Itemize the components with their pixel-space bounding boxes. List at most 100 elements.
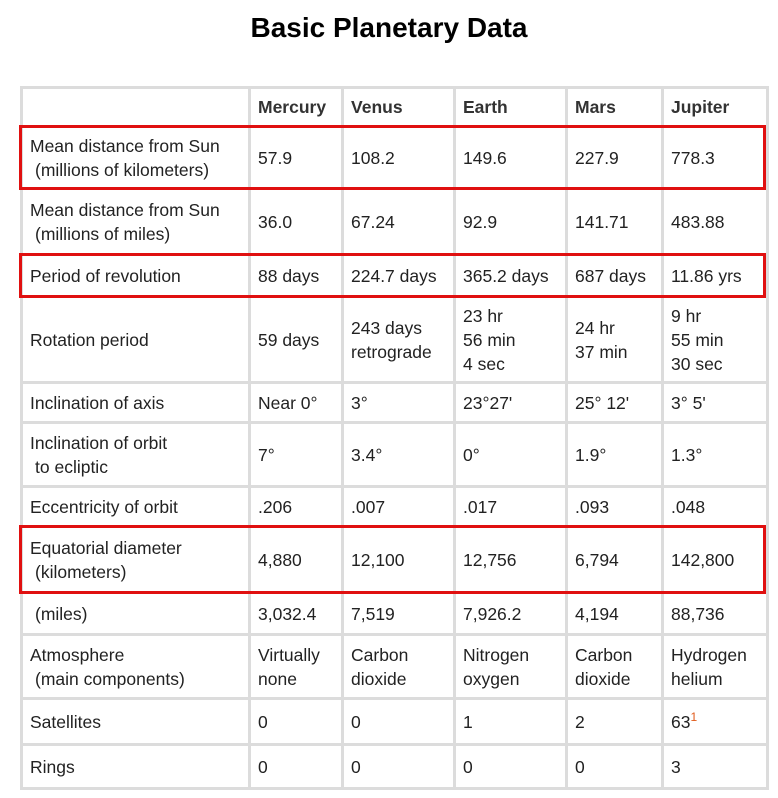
- cell-value: 0: [351, 711, 361, 732]
- table-cell: 3,032.4: [248, 591, 344, 636]
- cell-value: 4,194: [575, 603, 619, 624]
- row-label: Mean distance from Sun (millions of miles…: [20, 187, 251, 256]
- cell-value: 687 days: [575, 265, 647, 286]
- cell-value: helium: [671, 668, 723, 689]
- table-cell: 227.9: [565, 125, 664, 190]
- page-title: Basic Planetary Data: [250, 12, 528, 43]
- row-label-line: (millions of kilometers): [35, 159, 210, 180]
- cell-value: 23 hr: [463, 305, 503, 326]
- row-label-line: (millions of miles): [35, 223, 171, 244]
- table-cell: 778.3: [661, 125, 769, 190]
- table-cell: 7°: [248, 421, 344, 488]
- table-row: Inclination of orbit to ecliptic 7° 3.4° 0° 1…: [20, 421, 769, 488]
- cell-value: 12,100: [351, 549, 405, 570]
- table-row: Eccentricity of orbit .206 .007 .017 .093 .04…: [20, 485, 769, 528]
- row-label: Inclination of orbit to ecliptic: [20, 421, 251, 488]
- cell-value: 4,880: [258, 549, 302, 570]
- cell-value: 57.9: [258, 147, 293, 168]
- cell-value: 55 min: [671, 329, 724, 350]
- cell-value: 67.24: [351, 211, 395, 232]
- table-cell: 57.9: [248, 125, 344, 190]
- table-cell: Hydrogen helium: [661, 633, 769, 700]
- cell-value: 11.86 yrs: [671, 265, 742, 286]
- table-cell: 365.2 days: [453, 253, 568, 298]
- table-row: (miles) 3,032.4 7,519 7,926.2 4,194 88,736: [20, 591, 769, 636]
- header-cell-earth: Earth: [453, 86, 568, 128]
- row-label-line: Inclination of axis: [30, 392, 165, 413]
- cell-value: Hydrogen: [671, 644, 747, 665]
- table-cell: 3.4°: [341, 421, 456, 488]
- cell-value: 2: [575, 711, 585, 732]
- cell-value: 3.4°: [351, 444, 383, 465]
- row-label-line: Rings: [30, 756, 75, 777]
- cell-value: oxygen: [463, 668, 520, 689]
- row-label: Rings: [20, 743, 251, 790]
- cell-value: 7°: [258, 444, 275, 465]
- header-row: Mercury Venus Earth Mars Jupiter: [20, 86, 769, 128]
- cell-value: 0: [575, 756, 585, 777]
- table-cell: 483.88: [661, 187, 769, 256]
- cell-value: 92.9: [463, 211, 498, 232]
- header-cell-venus: Venus: [341, 86, 456, 128]
- table-cell: 141.71: [565, 187, 664, 256]
- cell-value: 0: [351, 756, 361, 777]
- table-cell: 0: [248, 743, 344, 790]
- cell-value: 1.3°: [671, 444, 703, 465]
- cell-value: retrograde: [351, 341, 432, 362]
- cell-value: 3: [671, 756, 681, 777]
- table-cell: Carbon dioxide: [565, 633, 664, 700]
- table-row: Period of revolution 88 days 224.7 days 365…: [20, 253, 769, 298]
- table-cell: Nitrogen oxygen: [453, 633, 568, 700]
- table-cell: 25° 12': [565, 381, 664, 424]
- cell-value: 149.6: [463, 147, 507, 168]
- table-cell: 92.9: [453, 187, 568, 256]
- table-cell: 23°27': [453, 381, 568, 424]
- cell-value: 1: [463, 711, 473, 732]
- table-cell: 0: [341, 697, 456, 746]
- table-cell: 88,736: [661, 591, 769, 636]
- row-label-line: Rotation period: [30, 329, 149, 350]
- cell-value: 30 sec: [671, 353, 723, 374]
- cell-value: Carbon: [351, 644, 409, 665]
- row-label-line: Eccentricity of orbit: [30, 496, 178, 517]
- table-cell: 36.0: [248, 187, 344, 256]
- table-row: Equatorial diameter (kilometers) 4,880 12,1…: [20, 525, 769, 594]
- table-cell: 243 days retrograde: [341, 295, 456, 384]
- footnote-marker[interactable]: 1: [690, 709, 698, 724]
- table-row: Inclination of axis Near 0° 3° 23°27' 25° 12…: [20, 381, 769, 424]
- cell-value: 108.2: [351, 147, 395, 168]
- row-label: (miles): [20, 591, 251, 636]
- row-label: Equatorial diameter (kilometers): [20, 525, 251, 594]
- cell-value: 0°: [463, 444, 480, 465]
- cell-value: 631: [671, 709, 698, 732]
- table-cell: 0: [453, 743, 568, 790]
- cell-value: 3° 5': [671, 392, 706, 413]
- planetary-data-table: Mercury Venus Earth Mars Jupiter Mean distan…: [20, 86, 769, 790]
- cell-value: 0: [258, 711, 268, 732]
- row-label: Atmosphere (main components): [20, 633, 251, 700]
- table-cell: 149.6: [453, 125, 568, 190]
- row-label-line: Period of revolution: [30, 265, 181, 286]
- table-cell: Virtually none: [248, 633, 344, 700]
- cell-value: 88,736: [671, 603, 725, 624]
- row-label-line: Mean distance from Sun: [30, 135, 220, 156]
- cell-value: 36.0: [258, 211, 293, 232]
- table-cell: 88 days: [248, 253, 344, 298]
- cell-value: 56 min: [463, 329, 516, 350]
- cell-value: .093: [575, 496, 610, 517]
- table-cell: 0°: [453, 421, 568, 488]
- table-cell: 3°: [341, 381, 456, 424]
- row-label-line: (kilometers): [35, 561, 127, 582]
- cell-value: dioxide: [351, 668, 407, 689]
- cell-value: 7,926.2: [463, 603, 522, 624]
- table-cell: 11.86 yrs: [661, 253, 769, 298]
- cell-value: 37 min: [575, 341, 628, 362]
- table-cell: 631: [661, 697, 769, 746]
- table-cell: 4,880: [248, 525, 344, 594]
- cell-value: none: [258, 668, 297, 689]
- table-cell: 2: [565, 697, 664, 746]
- table-cell: 0: [341, 743, 456, 790]
- table-cell: 1: [453, 697, 568, 746]
- cell-value: .206: [258, 496, 293, 517]
- row-label-line: (main components): [35, 668, 185, 689]
